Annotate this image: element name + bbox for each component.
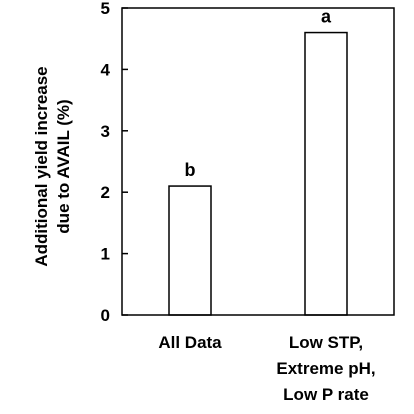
y-axis-title-line: Additional yield increase xyxy=(32,66,51,266)
bar xyxy=(304,31,348,316)
y-tick-label: 5 xyxy=(101,0,110,18)
plot-border xyxy=(121,7,395,316)
x-axis-labels: All Data Low STP, Extreme pH, Low P rate xyxy=(158,333,375,404)
x-category-label: Extreme pH, xyxy=(276,359,375,378)
y-tick-label: 2 xyxy=(101,183,110,202)
bar-significance-label: a xyxy=(321,7,332,27)
y-tick-label: 3 xyxy=(101,122,110,141)
bar-significance-label: b xyxy=(185,160,196,180)
x-category-label: Low STP, xyxy=(289,333,363,352)
y-axis-title-line: due to AVAIL (%) xyxy=(54,99,73,233)
plot-frame xyxy=(121,7,395,316)
y-tick-label: 1 xyxy=(101,245,110,264)
y-axis-title: Additional yield increase due to AVAIL (%… xyxy=(32,66,73,266)
y-tick-label: 0 xyxy=(101,306,110,325)
y-tick-label: 4 xyxy=(101,60,111,79)
x-category-label: All Data xyxy=(158,333,222,352)
bars: ba xyxy=(168,7,348,316)
y-axis-ticks: 0 1 2 3 4 5 xyxy=(101,0,128,325)
bar xyxy=(168,185,212,316)
x-category-label: Low P rate xyxy=(283,385,369,404)
